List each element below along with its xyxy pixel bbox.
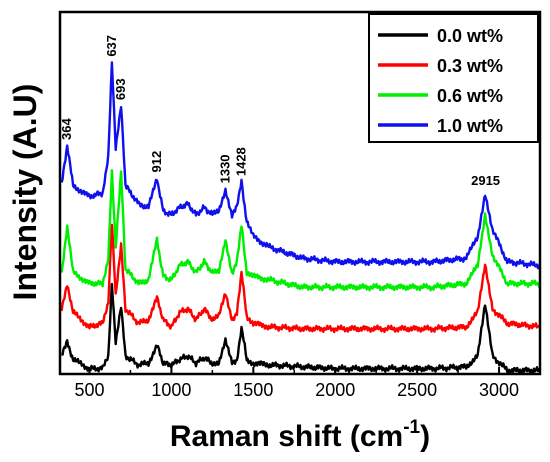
peak-label-2915: 2915: [471, 173, 500, 188]
legend-label: 0.6 wt%: [437, 86, 503, 106]
legend-label: 0.0 wt%: [437, 26, 503, 46]
peak-label-912: 912: [149, 151, 164, 173]
x-axis-title: Raman shift (cm-1): [170, 417, 430, 453]
x-tick-label: 500: [74, 380, 104, 400]
x-tick-label: 2500: [397, 380, 437, 400]
peak-labels: 364 637 693 912 1330 1428 2915: [59, 35, 500, 188]
legend-label: 1.0 wt%: [437, 116, 503, 136]
series-line-0-3-wt: [60, 223, 541, 334]
legend: 0.0 wt% 0.3 wt% 0.6 wt% 1.0 wt%: [368, 13, 539, 143]
series-layer: [60, 61, 542, 375]
legend-label: 0.3 wt%: [437, 56, 503, 76]
series-line-1-0-wt: [60, 61, 541, 270]
x-tick-label: 1500: [233, 380, 273, 400]
y-axis-title: Intensity (A.U): [7, 84, 43, 301]
x-tick-label: 1000: [151, 380, 191, 400]
plot-frame: [58, 10, 542, 376]
x-tick-label: 2000: [315, 380, 355, 400]
x-axis-ticks: 500 1000 1500 2000 2500 3000: [74, 367, 541, 400]
peak-label-1330: 1330: [217, 154, 232, 183]
peak-label-1428: 1428: [234, 147, 249, 176]
series-line-0-0-wt: [61, 282, 541, 375]
peak-label-637: 637: [104, 35, 119, 57]
x-tick-label: 3000: [479, 380, 519, 400]
series-line-0-6-wt: [60, 169, 542, 292]
peak-label-693: 693: [113, 78, 128, 100]
peak-label-364: 364: [59, 117, 74, 139]
